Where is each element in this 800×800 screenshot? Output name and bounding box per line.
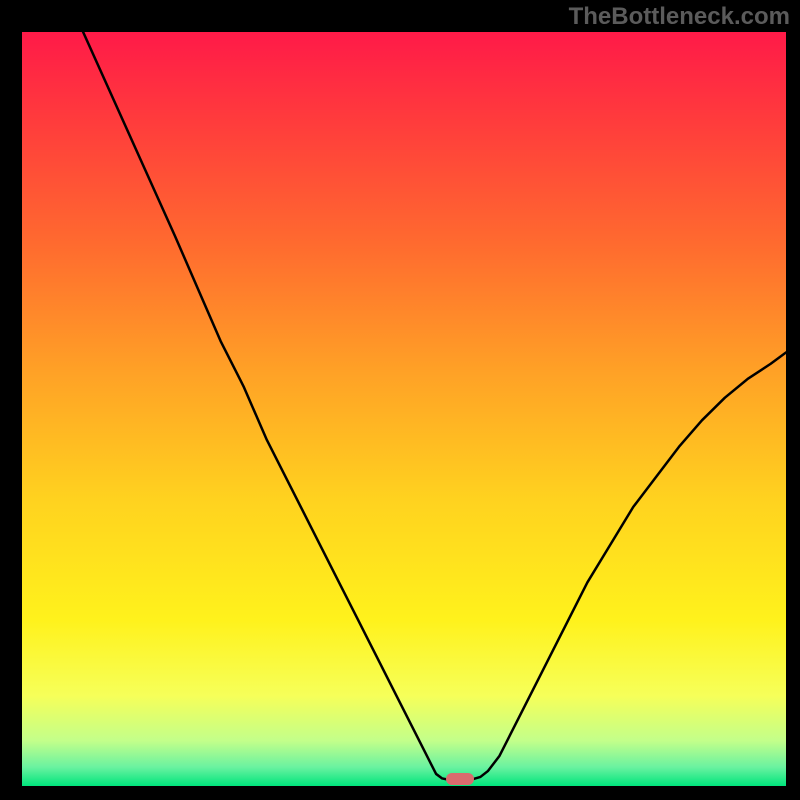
frame-bottom bbox=[0, 786, 800, 800]
minimum-marker bbox=[446, 773, 474, 785]
plot-area bbox=[22, 32, 786, 786]
curve-svg bbox=[22, 32, 786, 786]
frame-right bbox=[786, 0, 800, 800]
watermark-text: TheBottleneck.com bbox=[569, 3, 790, 31]
frame-left bbox=[0, 0, 22, 800]
bottleneck-curve bbox=[83, 32, 786, 780]
chart-container: TheBottleneck.com bbox=[0, 0, 800, 800]
